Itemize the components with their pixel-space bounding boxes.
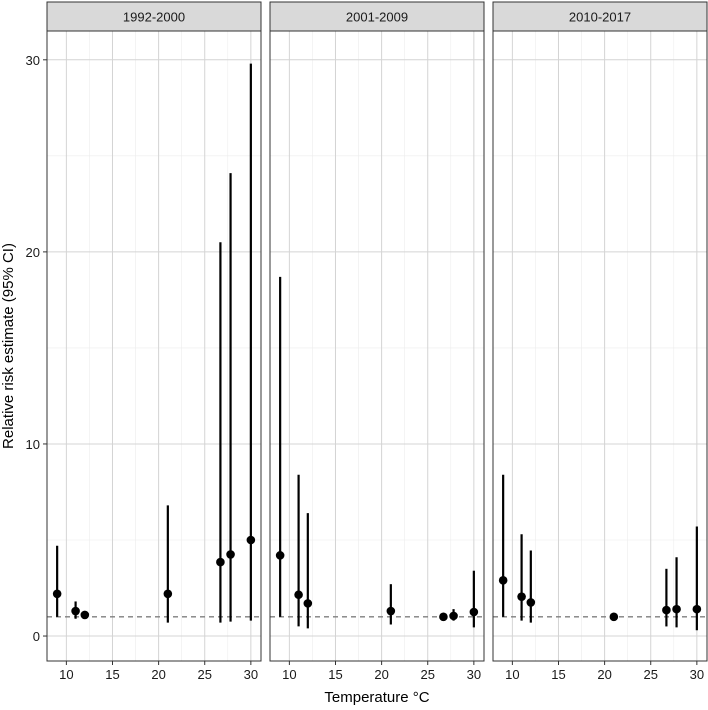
x-tick-label: 10	[282, 667, 296, 682]
point-estimate	[71, 606, 80, 616]
y-tick-label: 10	[26, 437, 40, 452]
facet-strip	[269, 1, 485, 32]
y-tick-label: 30	[26, 53, 40, 68]
panel-background	[270, 31, 484, 661]
x-tick-label: 25	[420, 667, 434, 682]
facet-strip	[46, 1, 262, 32]
point-estimate	[294, 590, 303, 600]
point-estimate	[469, 607, 479, 617]
x-tick-label: 30	[467, 667, 481, 682]
facet-strip-label: 2010-2017	[569, 10, 631, 25]
y-axis-title: Relative risk estimate (95% CI)	[0, 243, 17, 449]
facet-strip-label: 2001-2009	[346, 10, 408, 25]
point-estimate	[226, 550, 235, 559]
point-estimate	[498, 576, 508, 585]
point-estimate	[303, 599, 313, 608]
panel-background	[493, 31, 707, 661]
x-tick-label: 20	[597, 667, 611, 682]
facet-strip	[492, 1, 708, 32]
x-tick-label: 10	[505, 667, 519, 682]
x-tick-label: 30	[690, 667, 704, 682]
point-estimate	[52, 589, 62, 599]
x-axis-title: Temperature °C	[324, 689, 429, 706]
point-estimate	[449, 611, 458, 621]
point-estimate	[216, 557, 225, 567]
point-estimate	[662, 605, 671, 615]
x-tick-label: 15	[105, 667, 119, 682]
y-tick-label: 0	[33, 629, 40, 644]
facet-strip-label: 1992-2000	[123, 10, 185, 25]
point-estimate	[692, 604, 702, 614]
point-estimate	[609, 612, 619, 622]
x-tick-label: 15	[551, 667, 565, 682]
panel-background	[47, 31, 261, 661]
x-tick-label: 20	[151, 667, 165, 682]
point-estimate	[526, 598, 536, 607]
point-estimate	[246, 535, 256, 545]
point-estimate	[672, 604, 681, 614]
x-tick-label: 10	[59, 667, 73, 682]
point-estimate	[517, 592, 526, 601]
x-tick-label: 25	[197, 667, 211, 682]
point-estimate	[386, 606, 396, 616]
point-estimate	[439, 612, 448, 622]
y-tick-label: 20	[26, 245, 40, 260]
point-estimate	[80, 610, 90, 620]
x-tick-label: 25	[643, 667, 657, 682]
point-estimate	[163, 589, 173, 599]
x-tick-label: 15	[328, 667, 342, 682]
x-tick-label: 30	[244, 667, 258, 682]
point-estimate	[275, 551, 285, 560]
x-tick-label: 20	[374, 667, 388, 682]
